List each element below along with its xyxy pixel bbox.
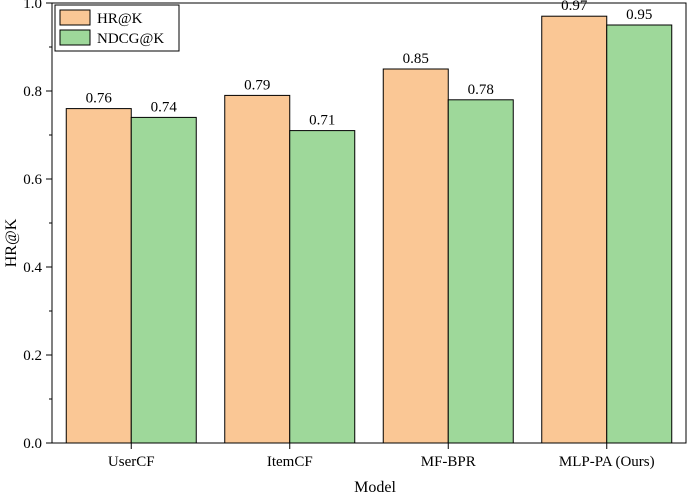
- y-tick-label: 0.8: [23, 84, 42, 100]
- bar-hr-3: [541, 15, 608, 444]
- bar-value-label: 0.78: [468, 82, 494, 98]
- bar-value-label: 0.85: [403, 51, 429, 67]
- bar-ndcg-0: [130, 116, 197, 444]
- x-tick-label: MLP-PA (Ours): [559, 454, 655, 470]
- y-tick-label: 1.0: [23, 0, 42, 12]
- bar-value-label: 0.76: [86, 91, 113, 107]
- bar-value-label: 0.74: [151, 99, 178, 115]
- y-tick-label: 0.2: [23, 348, 42, 364]
- x-tick-label: ItemCF: [267, 454, 313, 470]
- y-tick-label: 0.0: [23, 436, 42, 452]
- legend-swatch-hr: [59, 9, 91, 26]
- x-axis-title: Model: [354, 479, 396, 495]
- y-tick-label: 0.4: [23, 260, 42, 276]
- bar-ndcg-3: [606, 24, 673, 444]
- bar-value-label: 0.71: [309, 113, 335, 129]
- y-axis-title: HR@K: [3, 218, 20, 267]
- legend-label: HR@K: [97, 11, 143, 27]
- bar-hr-1: [224, 94, 291, 444]
- plot-area: 0.76 0.79 0.85 0.97 0.74 0.71 0.78 0.95 0.0 0.2 0.…: [23, 0, 687, 470]
- y-tick-label: 0.6: [23, 172, 42, 188]
- legend-label: NDCG@K: [97, 31, 164, 47]
- bar-value-label: 0.97: [561, 0, 588, 14]
- bar-hr-2: [382, 68, 449, 444]
- bar-value-label: 0.95: [626, 7, 652, 23]
- bar-hr-0: [65, 108, 132, 444]
- x-tick-label: MF-BPR: [421, 454, 476, 470]
- bar-ndcg-2: [447, 99, 514, 444]
- bar-ndcg-1: [289, 130, 356, 444]
- legend-swatch-ndcg: [59, 29, 91, 46]
- bar-value-label: 0.79: [244, 77, 270, 93]
- x-tick-label: UserCF: [108, 454, 155, 470]
